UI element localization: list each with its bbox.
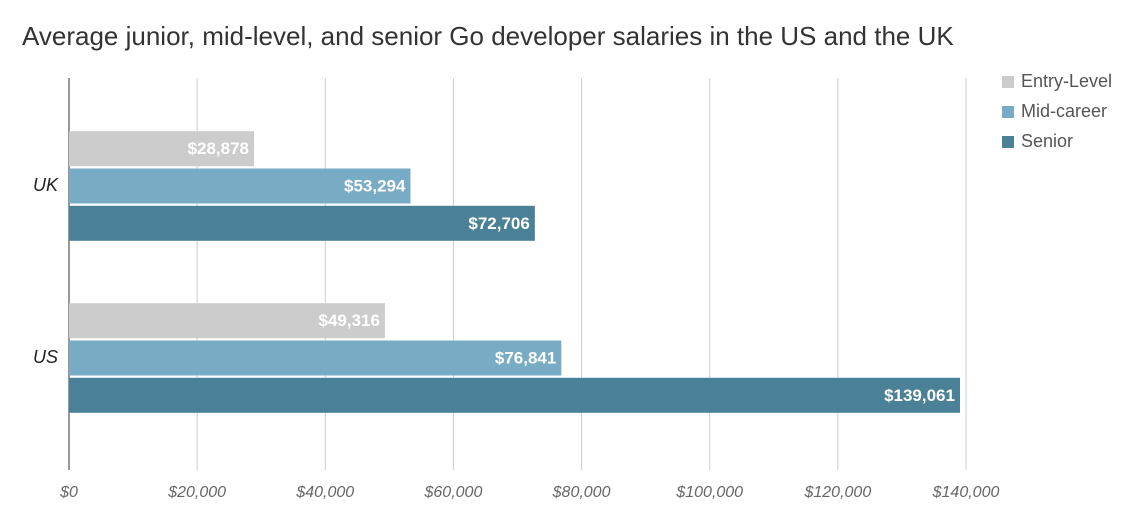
x-tick-label: $140,000 (932, 484, 1000, 501)
y-tick-label: US (33, 347, 58, 367)
legend-swatch (1002, 106, 1014, 118)
value-label: $139,061 (884, 386, 955, 405)
x-tick-label: $100,000 (675, 484, 743, 501)
x-tick-label: $20,000 (167, 484, 226, 501)
value-label: $53,294 (344, 176, 406, 195)
x-tick-label: $80,000 (552, 484, 611, 501)
legend-label: Entry-Level (1021, 71, 1112, 91)
bar (69, 168, 411, 204)
legend-swatch (1002, 76, 1014, 88)
legend-swatch (1002, 136, 1014, 148)
bar (69, 205, 535, 241)
bar (69, 340, 562, 376)
x-tick-label: $120,000 (803, 484, 871, 501)
value-label: $76,841 (495, 348, 556, 367)
bar (69, 377, 960, 413)
x-tick-label: $0 (59, 484, 78, 501)
value-label: $72,706 (468, 214, 529, 233)
x-tick-label: $60,000 (424, 484, 483, 501)
bar (69, 131, 255, 167)
chart-title: Average junior, mid-level, and senior Go… (22, 21, 954, 51)
value-label: $49,316 (319, 311, 380, 330)
legend-label: Mid-career (1021, 101, 1107, 121)
x-tick-label: $40,000 (295, 484, 354, 501)
y-tick-label: UK (33, 175, 59, 195)
legend-label: Senior (1021, 131, 1073, 151)
value-label: $28,878 (188, 139, 249, 158)
bar (69, 303, 385, 339)
